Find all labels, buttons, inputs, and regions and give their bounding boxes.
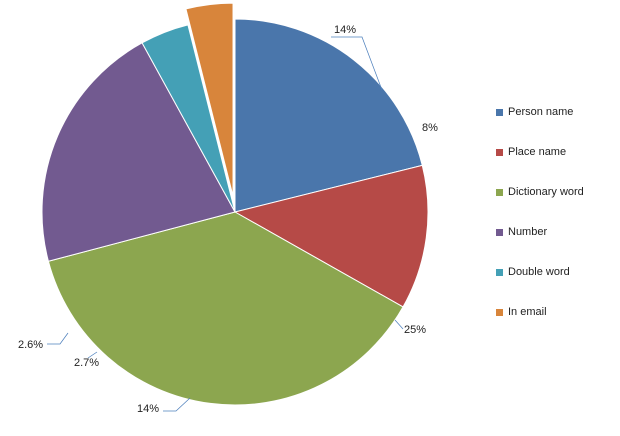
data-label-in-email: 2.6% xyxy=(18,339,43,351)
data-label-double-word: 2.7% xyxy=(74,357,99,369)
legend-swatch xyxy=(496,229,503,236)
leader-line xyxy=(163,397,191,412)
data-label-number: 14% xyxy=(137,403,159,415)
legend-swatch xyxy=(496,309,503,316)
legend-label: In email xyxy=(508,306,547,318)
legend-item: Person name xyxy=(496,104,616,144)
legend-item: Number xyxy=(496,224,616,264)
legend-label: Dictionary word xyxy=(508,186,584,198)
legend-swatch xyxy=(496,149,503,156)
pie-slice-in-email xyxy=(185,2,234,197)
pie-slice-person-name xyxy=(234,18,423,213)
chart-legend: Person name Place name Dictionary word Numb… xyxy=(496,104,616,344)
leader-line xyxy=(331,36,383,91)
legend-label: Person name xyxy=(508,106,574,118)
legend-label: Double word xyxy=(508,266,570,278)
data-label-person-name: 14% xyxy=(334,24,356,36)
data-label-dictionary-word: 25% xyxy=(404,324,426,336)
legend-swatch xyxy=(496,269,503,276)
data-label-place-name: 8% xyxy=(422,122,438,134)
data-labels: 14% 8% 25% 14% 2.7% 2.6% xyxy=(18,24,438,415)
pie-slice-number xyxy=(41,42,236,262)
leader-line xyxy=(87,351,98,359)
legend-item: Dictionary word xyxy=(496,184,616,224)
label-leader-lines xyxy=(47,36,404,412)
legend-item: Place name xyxy=(496,144,616,184)
legend-label: Number xyxy=(508,226,548,238)
legend-label: Place name xyxy=(508,146,567,158)
pie-slice-place-name xyxy=(233,164,429,308)
leader-line xyxy=(47,332,69,345)
leader-line xyxy=(394,319,404,330)
legend-swatch xyxy=(496,189,503,196)
legend-item: Double word xyxy=(496,264,616,304)
pie-slice-double-word xyxy=(141,24,236,213)
pie-slice-dictionary-word xyxy=(47,211,404,406)
pie-slices xyxy=(41,2,429,406)
legend-item: In email xyxy=(496,304,616,344)
legend-swatch xyxy=(496,109,503,116)
